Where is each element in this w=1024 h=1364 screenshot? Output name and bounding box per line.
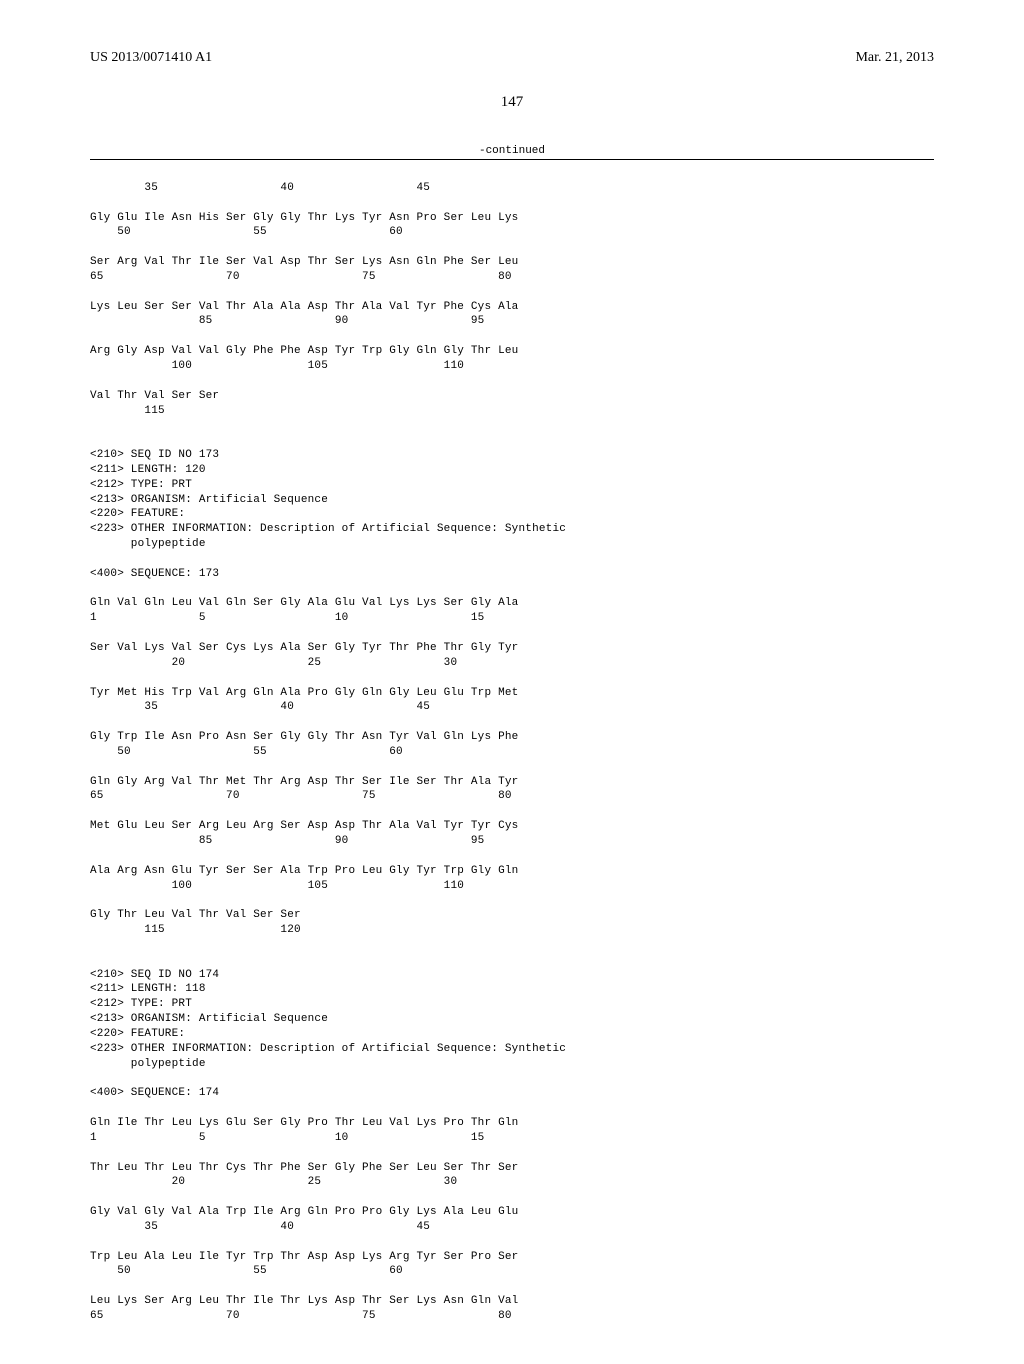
seq173-h6: <223> OTHER INFORMATION: Description of … [90,523,566,535]
seq173-h7: polypeptide [90,538,206,550]
sequence-listing: 35 40 45 Gly Glu Ile Asn His Ser Gly Gly… [90,166,934,1324]
seq173-h5: <220> FEATURE: [90,508,185,520]
seq173-row2: Ser Val Lys Val Ser Cys Lys Ala Ser Gly … [90,642,518,654]
seq172-row5: Val Thr Val Ser Ser [90,390,219,402]
seq174-row3-nums: 35 40 45 [90,1221,430,1233]
seq172-row1-nums: 50 55 60 [90,226,403,238]
seq173-row2-nums: 20 25 30 [90,657,457,669]
seq173-h4: <213> ORGANISM: Artificial Sequence [90,494,328,506]
seq172-row2: Ser Arg Val Thr Ile Ser Val Asp Thr Ser … [90,256,518,268]
seq174-h7: polypeptide [90,1058,206,1070]
publication-date: Mar. 21, 2013 [855,50,934,66]
page-header: US 2013/0071410 A1 Mar. 21, 2013 [90,50,934,66]
seq173-row7: Ala Arg Asn Glu Tyr Ser Ser Ala Trp Pro … [90,865,518,877]
publication-id: US 2013/0071410 A1 [90,50,212,66]
seq174-row3: Gly Val Gly Val Ala Trp Ile Arg Gln Pro … [90,1206,518,1218]
seq174-row2-nums: 20 25 30 [90,1176,457,1188]
seq174-row4: Trp Leu Ala Leu Ile Tyr Trp Thr Asp Asp … [90,1251,518,1263]
seq174-h4: <213> ORGANISM: Artificial Sequence [90,1013,328,1025]
seq173-row3: Tyr Met His Trp Val Arg Gln Ala Pro Gly … [90,687,518,699]
seq173-row3-nums: 35 40 45 [90,701,430,713]
page-number: 147 [90,94,934,111]
seq173-row6-nums: 85 90 95 [90,835,484,847]
seq174-row1-nums: 1 5 10 15 [90,1132,484,1144]
seq174-h8: <400> SEQUENCE: 174 [90,1087,219,1099]
seq174-row5-nums: 65 70 75 80 [90,1310,512,1322]
seq174-h3: <212> TYPE: PRT [90,998,192,1010]
seq174-h1: <210> SEQ ID NO 174 [90,969,219,981]
seq172-row1: Gly Glu Ile Asn His Ser Gly Gly Thr Lys … [90,212,518,224]
seq172-row4: Arg Gly Asp Val Val Gly Phe Phe Asp Tyr … [90,345,518,357]
seq174-row5: Leu Lys Ser Arg Leu Thr Ile Thr Lys Asp … [90,1295,518,1307]
seq173-row7-nums: 100 105 110 [90,880,464,892]
seq172-row3: Lys Leu Ser Ser Val Thr Ala Ala Asp Thr … [90,301,518,313]
seq174-row2: Thr Leu Thr Leu Thr Cys Thr Phe Ser Gly … [90,1162,518,1174]
seq172-numline1: 35 40 45 [90,182,430,194]
seq174-row1: Gln Ile Thr Leu Lys Glu Ser Gly Pro Thr … [90,1117,518,1129]
seq173-h8: <400> SEQUENCE: 173 [90,568,219,580]
seq173-h3: <212> TYPE: PRT [90,479,192,491]
seq172-row4-nums: 100 105 110 [90,360,464,372]
seq173-row8-nums: 115 120 [90,924,301,936]
seq172-row2-nums: 65 70 75 80 [90,271,512,283]
seq173-row5-nums: 65 70 75 80 [90,790,512,802]
seq174-row4-nums: 50 55 60 [90,1265,403,1277]
seq173-row6: Met Glu Leu Ser Arg Leu Arg Ser Asp Asp … [90,820,518,832]
seq174-h2: <211> LENGTH: 118 [90,983,206,995]
top-rule [90,159,934,160]
seq173-h2: <211> LENGTH: 120 [90,464,206,476]
seq174-h5: <220> FEATURE: [90,1028,185,1040]
seq172-row3-nums: 85 90 95 [90,315,484,327]
seq174-h6: <223> OTHER INFORMATION: Description of … [90,1043,566,1055]
seq173-row4: Gly Trp Ile Asn Pro Asn Ser Gly Gly Thr … [90,731,518,743]
seq173-row1-nums: 1 5 10 15 [90,612,484,624]
seq173-row1: Gln Val Gln Leu Val Gln Ser Gly Ala Glu … [90,597,518,609]
seq173-h1: <210> SEQ ID NO 173 [90,449,219,461]
seq173-row8: Gly Thr Leu Val Thr Val Ser Ser [90,909,301,921]
seq173-row5: Gln Gly Arg Val Thr Met Thr Arg Asp Thr … [90,776,518,788]
seq172-row5-nums: 115 [90,405,165,417]
continued-label: -continued [90,145,934,157]
seq173-row4-nums: 50 55 60 [90,746,403,758]
page-container: US 2013/0071410 A1 Mar. 21, 2013 147 -co… [0,0,1024,1364]
